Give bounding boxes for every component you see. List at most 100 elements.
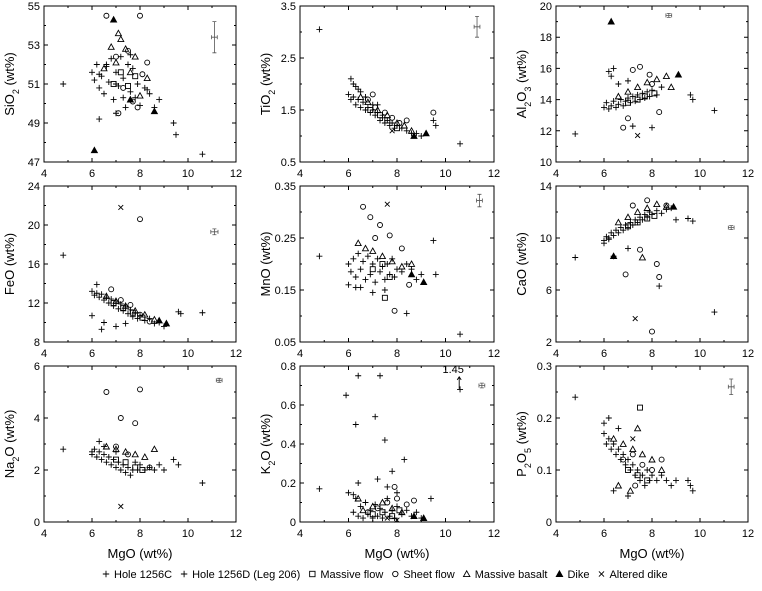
plus-marker — [170, 120, 177, 126]
triangle-marker — [624, 87, 632, 95]
plus-marker — [384, 117, 391, 124]
y-tick-label: 0.4 — [281, 439, 296, 451]
circle-marker — [134, 104, 141, 111]
plus-marker — [620, 451, 627, 458]
y-label-subscript: 5 — [523, 448, 533, 453]
y-tick-label: 0 — [34, 517, 40, 529]
legend-label: Sheet flow — [403, 569, 454, 581]
plus-marker — [93, 290, 100, 297]
triangle-marker — [638, 450, 647, 458]
plus-marker — [98, 456, 105, 463]
circle-marker — [117, 297, 124, 304]
square-marker — [651, 90, 658, 97]
plus-marker — [199, 151, 206, 158]
square-marker — [122, 459, 129, 466]
x-tick-label: 4 — [41, 348, 47, 360]
plus-marker — [360, 258, 367, 265]
triangle-marker — [378, 252, 387, 260]
triangle-marker — [356, 93, 365, 100]
plus-marker — [403, 127, 410, 134]
plus-marker — [120, 94, 127, 101]
plus-marker — [653, 477, 660, 484]
plus-marker — [350, 94, 357, 100]
circle-marker — [113, 443, 119, 450]
plus-marker — [357, 284, 364, 291]
y-tick-label: 0.3 — [537, 361, 552, 373]
triangle-marker — [638, 253, 647, 261]
plus-marker — [401, 456, 408, 463]
circle-marker — [146, 464, 153, 471]
plus-marker — [350, 491, 357, 498]
plus-marker — [352, 421, 359, 428]
plus-marker — [146, 464, 153, 471]
error-bar — [473, 15, 481, 38]
plus-marker — [352, 274, 359, 280]
y-tick-label: 16 — [540, 63, 552, 75]
circle-marker — [392, 570, 399, 578]
square-marker — [381, 294, 388, 301]
plus-marker — [384, 495, 391, 502]
x-marker — [394, 517, 400, 523]
legend-item: Hole 1256C — [102, 569, 172, 581]
triangle-marker — [131, 450, 139, 458]
plus-marker — [389, 468, 396, 475]
x-tick-label: 6 — [89, 348, 95, 360]
plus-marker — [668, 482, 675, 489]
triangle-marker — [141, 453, 149, 460]
y-tick-label: 0.2 — [537, 413, 552, 425]
x-tick-label: 8 — [649, 168, 655, 180]
circle-marker — [649, 328, 655, 335]
triangle-marker — [609, 434, 618, 442]
square-marker — [309, 570, 316, 578]
plus-marker — [156, 461, 163, 468]
x-marker — [598, 571, 605, 577]
error-bar — [211, 21, 218, 54]
triangle-marker — [398, 508, 406, 516]
y-tick-label: 10 — [540, 233, 552, 245]
x-tick-label: 12 — [230, 528, 242, 540]
y-label-text: (wt%) — [514, 411, 529, 448]
x-tick-label: 8 — [394, 348, 400, 360]
plus-marker — [610, 232, 617, 239]
x-axis-label: MgO (wt%) — [365, 546, 430, 561]
triangle-marker — [653, 200, 661, 208]
plus-marker — [658, 84, 665, 91]
plus-marker — [132, 459, 139, 466]
error-bar — [210, 228, 219, 236]
plot-frame — [555, 5, 749, 163]
filled-triangle-marker — [419, 278, 428, 286]
circle-marker — [629, 451, 636, 458]
x-axis-label: MgO (wt%) — [108, 546, 173, 561]
filled-triangle-marker — [609, 252, 618, 260]
plus-marker — [175, 461, 182, 468]
plus-marker — [620, 102, 627, 109]
triangle-marker — [378, 498, 387, 506]
plus-marker — [413, 276, 420, 283]
circle-marker — [625, 115, 631, 122]
plus-marker — [418, 271, 425, 278]
plus-marker — [605, 415, 612, 421]
plus-marker — [89, 312, 95, 319]
plus-marker — [634, 219, 641, 226]
plus-marker — [151, 467, 158, 473]
y-tick-label: 0 — [546, 517, 552, 529]
plus-marker — [637, 477, 643, 484]
y-tick-label: 0.2 — [281, 478, 296, 490]
plus-marker — [432, 122, 439, 129]
y-axis-label: Na2O (wt%) — [2, 410, 21, 479]
square-marker — [644, 215, 651, 222]
plus-marker — [398, 268, 405, 275]
filled-triangle-marker — [162, 319, 171, 327]
plus-marker — [355, 513, 362, 520]
plus-marker — [711, 309, 718, 316]
filled-triangle-marker — [419, 514, 428, 521]
plus-marker — [430, 237, 437, 244]
plus-marker — [93, 61, 100, 68]
filled-triangle-marker — [126, 95, 135, 103]
y-label-text: P — [514, 468, 529, 477]
y-label-subscript: 2 — [267, 90, 277, 95]
plus-marker — [357, 503, 364, 510]
plus-marker — [89, 69, 95, 76]
plus-marker — [108, 55, 115, 62]
